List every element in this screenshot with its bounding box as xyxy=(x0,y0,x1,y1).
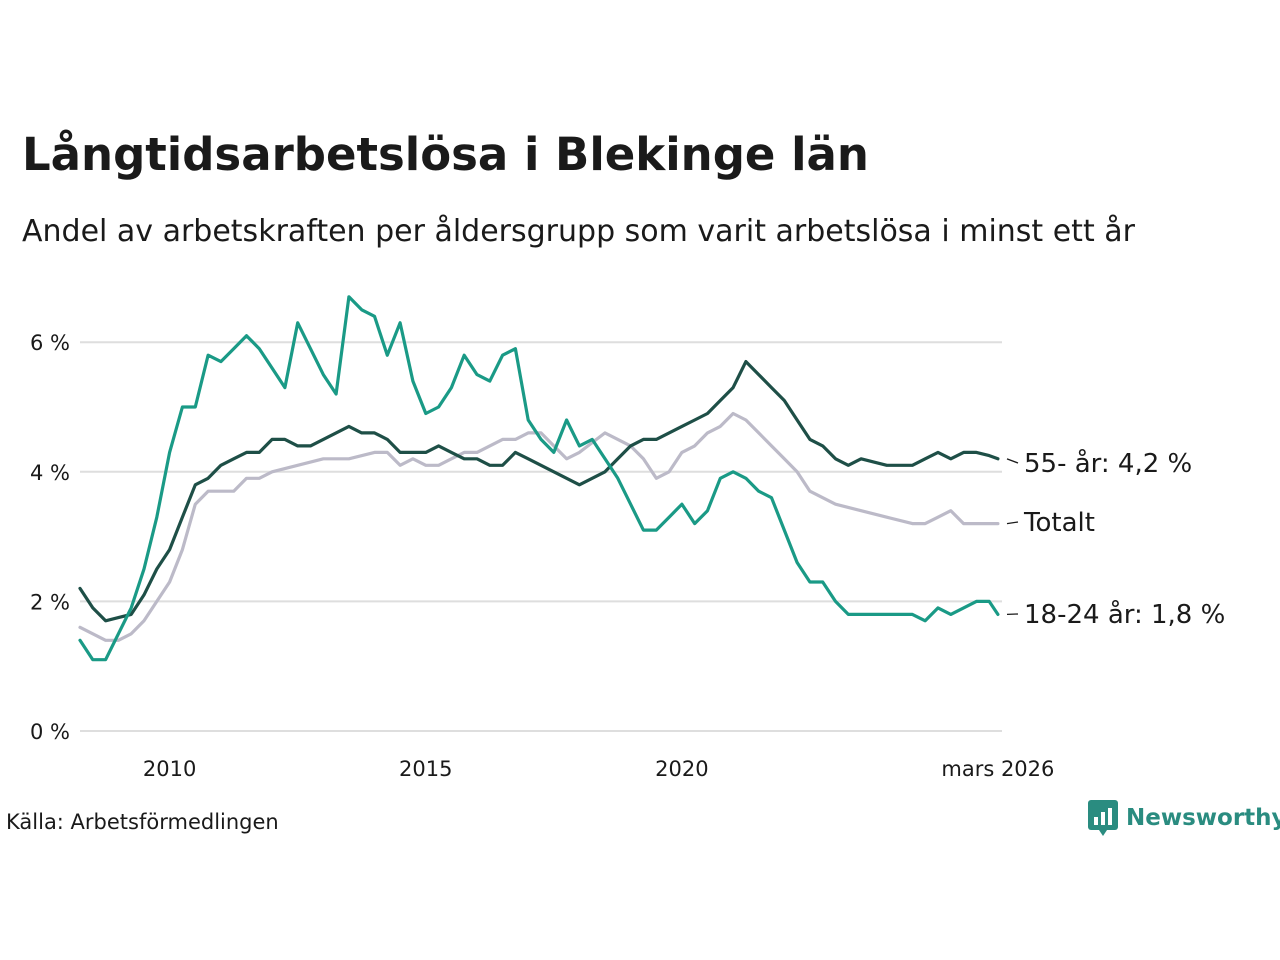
series-line xyxy=(78,411,1000,642)
newsworthy-logo-icon xyxy=(1088,800,1118,836)
y-tick-label: 0 % xyxy=(30,720,70,744)
x-tick-label: 2010 xyxy=(143,757,196,781)
label-connector xyxy=(1006,521,1019,525)
series-end-label: 55- år: 4,2 % xyxy=(1024,448,1192,479)
source-note: Källa: Arbetsförmedlingen xyxy=(6,810,279,834)
newsworthy-logo-text: Newsworthy xyxy=(1126,805,1280,831)
label-connector xyxy=(1006,458,1019,464)
x-axis-ticks: 2010 2015 2020 mars 2026 xyxy=(143,757,1055,781)
chart-title: Långtidsarbetslösa i Blekinge län xyxy=(22,128,869,181)
y-tick-label: 6 % xyxy=(30,331,70,355)
grid-lines xyxy=(80,341,1002,732)
y-tick-label: 2 % xyxy=(30,590,70,614)
series-end-label: 18-24 år: 1,8 % xyxy=(1024,599,1225,630)
y-axis-ticks: 0 % 2 % 4 % 6 % xyxy=(30,331,70,744)
series-end-label: Totalt xyxy=(1023,508,1095,538)
series-end-labels: Totalt 55- år: 4,2 % 18-24 år: 1,8 % xyxy=(1006,448,1225,630)
x-tick-label: 2015 xyxy=(399,757,452,781)
chart-subtitle: Andel av arbetskraften per åldersgrupp s… xyxy=(22,214,1135,249)
series-line xyxy=(78,360,1000,623)
y-tick-label: 4 % xyxy=(30,461,70,485)
newsworthy-logo[interactable]: Newsworthy xyxy=(1088,800,1280,836)
x-tick-label: mars 2026 xyxy=(941,757,1054,781)
series-line xyxy=(78,295,1000,662)
series-lines xyxy=(78,295,1000,662)
x-tick-label: 2020 xyxy=(655,757,708,781)
